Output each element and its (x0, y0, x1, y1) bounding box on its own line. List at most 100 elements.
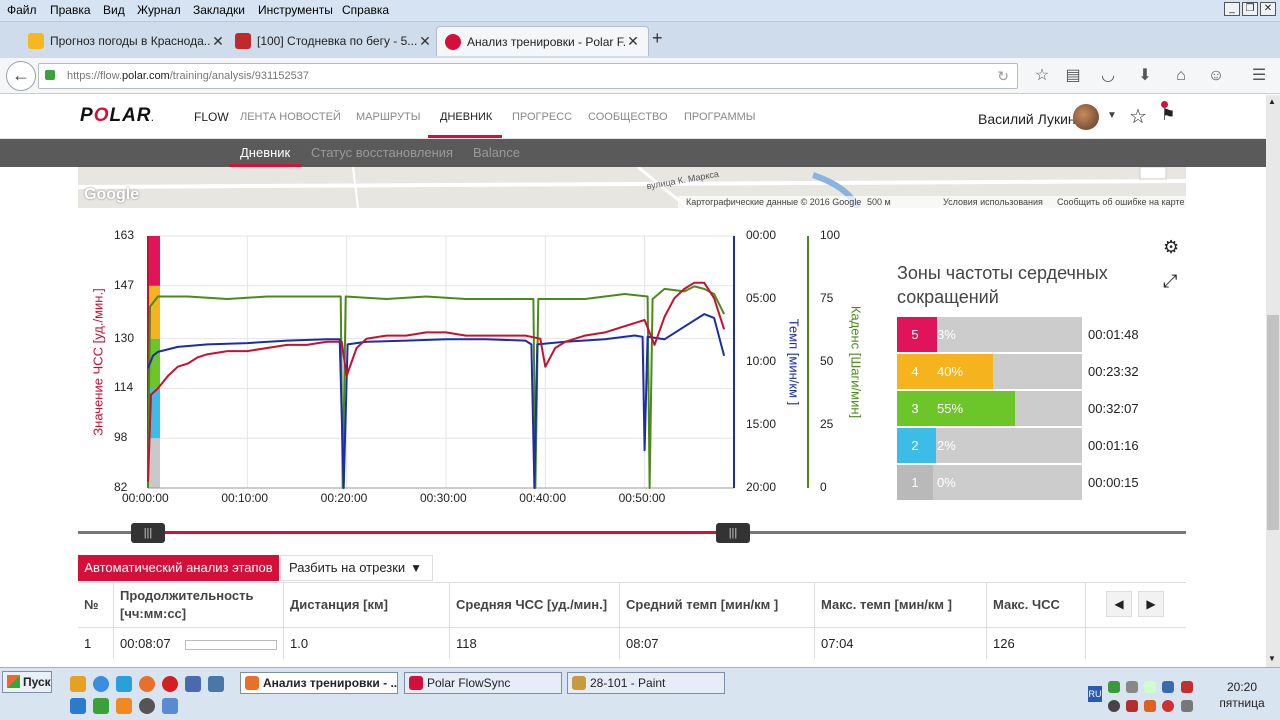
scroll-up-icon[interactable]: ▲ (1268, 97, 1276, 106)
home-icon[interactable]: ⌂ (1176, 67, 1186, 84)
tray-icon[interactable] (1162, 681, 1174, 693)
download-icon[interactable]: ⬇ (1138, 67, 1152, 84)
taskbar-flowsync[interactable]: Polar FlowSync (404, 672, 562, 694)
tray-icon[interactable] (1144, 681, 1156, 693)
cell-avg-pace: 08:07 (620, 627, 815, 659)
nav-routes[interactable]: МАРШРУТЫ (356, 111, 421, 123)
menu-icon[interactable]: ☰ (1251, 67, 1267, 84)
range-slider-end-handle[interactable]: ||| (716, 523, 750, 543)
close-tab-icon[interactable]: ✕ (419, 32, 431, 49)
close-tab-icon[interactable]: ✕ (212, 32, 224, 49)
tray-icon[interactable] (1162, 700, 1174, 712)
hr-tick-label: 147 (114, 277, 135, 292)
tray-icon[interactable] (1108, 681, 1120, 693)
taskbar-paint[interactable]: 28-101 - Paint (567, 672, 725, 694)
menu-edit[interactable]: Правка (50, 3, 91, 17)
cadence-axis-title: Каденс [Шаги/мин] (848, 305, 864, 419)
settings-icon[interactable]: ⚙ (1163, 237, 1180, 257)
start-button[interactable]: Пуск (2, 671, 52, 693)
vk-icon[interactable] (208, 676, 224, 692)
reading-list-icon[interactable]: ▤ (1065, 67, 1081, 84)
cadence-tick-label: 25 (820, 417, 834, 431)
close-icon[interactable]: ✕ (1260, 2, 1276, 16)
back-button[interactable]: ← (6, 61, 36, 91)
menu-help[interactable]: Справка (342, 3, 390, 17)
prev-columns-button[interactable]: ◀ (1106, 591, 1132, 617)
polar-icon (445, 33, 461, 50)
menu-history[interactable]: Журнал (137, 3, 181, 17)
hr-tick-label: 130 (114, 330, 135, 345)
scrollbar-thumb[interactable] (1267, 315, 1279, 530)
nav-programs[interactable]: ПРОГРАММЫ (684, 111, 756, 123)
zone-time: 00:32:07 (1088, 401, 1139, 416)
hr-axis-title: Значение ЧСС [уд./мин.] (90, 288, 106, 436)
new-tab-icon[interactable]: + (652, 28, 663, 48)
close-tab-icon[interactable]: ✕ (627, 33, 639, 49)
clock[interactable]: 20:20 пятница (1219, 680, 1265, 710)
opera-icon[interactable] (162, 676, 178, 692)
chevron-down-icon[interactable]: ▼ (1107, 110, 1117, 121)
nav-progress[interactable]: ПРОГРЕСС (512, 111, 573, 123)
star-icon[interactable]: ☆ (1129, 106, 1147, 128)
url-bar[interactable]: https://flow.polar.com/training/analysis… (38, 63, 1018, 89)
user-name[interactable]: Василий Лукин (978, 111, 1076, 127)
zone-bar (933, 391, 1015, 426)
quicklaunch-icon[interactable] (93, 698, 109, 714)
tray-icon[interactable] (1108, 700, 1120, 712)
chat-icon[interactable]: ☺ (1207, 67, 1225, 84)
taskbar-firefox[interactable]: Анализ тренировки - ... (240, 672, 398, 694)
tab-weather[interactable]: Прогноз погоды в Краснода... ✕ (20, 26, 233, 56)
nav-community[interactable]: СООБЩЕСТВО (588, 111, 668, 123)
subnav-recovery[interactable]: Статус восстановления (311, 145, 454, 160)
quicklaunch-icon[interactable] (116, 676, 132, 692)
notification-icon[interactable]: ⚑ (1161, 107, 1176, 124)
subnav-diary[interactable]: Дневник (240, 145, 291, 160)
shield-icon[interactable] (1181, 681, 1193, 693)
subnav-balance[interactable]: Balance (473, 145, 520, 160)
chrome-icon[interactable] (93, 676, 109, 692)
tray-icon[interactable] (1126, 681, 1138, 693)
tab-forum[interactable]: [100] Стодневка по бегу - 5... ✕ (227, 26, 440, 56)
flow-label[interactable]: FLOW (194, 110, 229, 124)
avatar[interactable] (1073, 104, 1099, 130)
polar-header: POLAR. FLOW ЛЕНТА НОВОСТЕЙ МАРШРУТЫ ДНЕВ… (0, 95, 1266, 139)
bookmark-star-icon[interactable]: ☆ (1034, 67, 1050, 84)
zone-number: 3 (897, 391, 933, 426)
map-terms-link[interactable]: Условия использования (943, 197, 1043, 207)
restore-icon[interactable]: ❐ (1242, 2, 1258, 16)
menu-tools[interactable]: Инструменты (258, 3, 333, 17)
route-map[interactable]: вулица К. Маркса Google Картографические… (78, 167, 1186, 208)
paint-icon (572, 676, 586, 690)
minimize-icon[interactable]: _ (1224, 2, 1240, 16)
taskbar: Пуск Анализ тренировки - ... Polar FlowS… (0, 667, 1280, 720)
quicklaunch-icon[interactable] (162, 698, 178, 714)
polar-logo[interactable]: POLAR. (80, 105, 155, 126)
range-slider-start-handle[interactable]: ||| (131, 523, 165, 543)
volume-icon[interactable] (1181, 700, 1193, 712)
tab-polar[interactable]: Анализ тренировки - Polar F... ✕ (436, 26, 649, 56)
pocket-icon[interactable]: ◡ (1101, 67, 1115, 84)
menu-file[interactable]: Файл (7, 3, 37, 17)
tray-icon[interactable] (1126, 700, 1138, 712)
nav-diary[interactable]: ДНЕВНИК (440, 111, 493, 123)
expand-icon[interactable]: ⤢ (1163, 271, 1178, 291)
tray-icon[interactable] (1144, 700, 1156, 712)
next-columns-button[interactable]: ▶ (1138, 591, 1164, 617)
odnoklassniki-icon[interactable] (116, 698, 132, 714)
firefox-icon[interactable] (139, 676, 155, 692)
scroll-down-icon[interactable]: ▼ (1268, 654, 1276, 663)
split-dropdown[interactable]: Разбить на отрезки ▼ (280, 555, 433, 581)
menu-bookmarks[interactable]: Закладки (193, 3, 245, 17)
reload-icon[interactable]: ↻ (997, 68, 1009, 84)
language-indicator[interactable]: RU (1088, 686, 1102, 702)
nav-feed[interactable]: ЛЕНТА НОВОСТЕЙ (240, 111, 341, 123)
quicklaunch-icon[interactable] (70, 676, 86, 692)
zone-percent: 0% (937, 475, 956, 490)
ie-icon[interactable] (70, 698, 86, 714)
map-report-link[interactable]: Сообщить об ошибке на карте (1057, 197, 1185, 207)
auto-analysis-button[interactable]: Автоматический анализ этапов (78, 555, 279, 581)
training-chart[interactable] (78, 225, 878, 515)
menu-view[interactable]: Вид (103, 3, 125, 17)
media-icon[interactable] (139, 698, 155, 714)
save-icon[interactable] (185, 676, 201, 692)
